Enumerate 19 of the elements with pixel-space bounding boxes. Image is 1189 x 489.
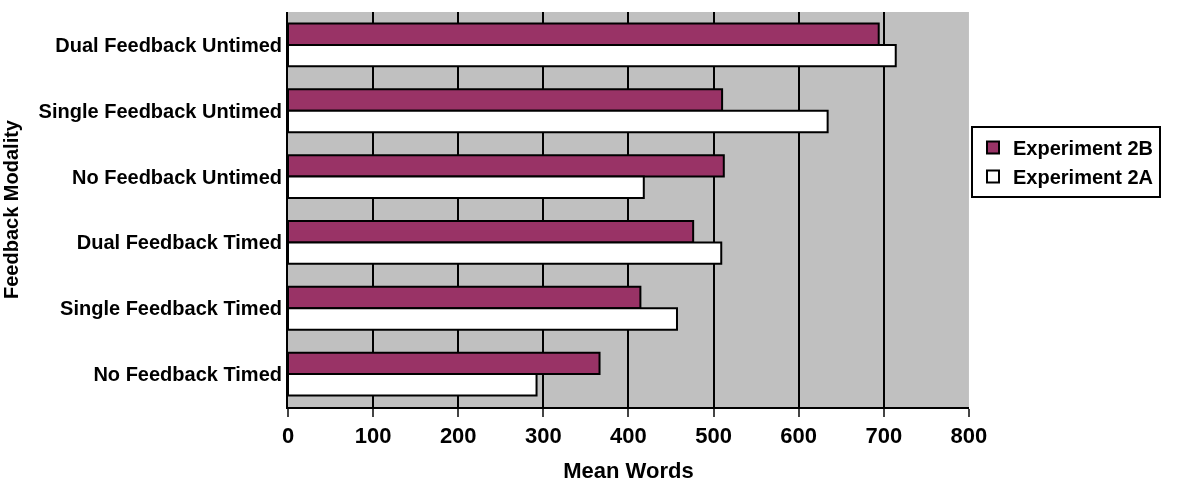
y-tick-label: Single Feedback Untimed xyxy=(38,99,282,122)
x-tick-label: 500 xyxy=(695,423,732,449)
x-axis-title: Mean Words xyxy=(563,457,694,483)
x-tick-label: 800 xyxy=(950,423,988,449)
x-tick-label: 300 xyxy=(524,423,562,449)
x-tick-label: 400 xyxy=(610,423,647,449)
legend-label: Experiment 2B xyxy=(1013,137,1154,160)
y-axis-title: Feedback Modality xyxy=(0,119,22,299)
x-tick-label: 0 xyxy=(281,423,295,449)
x-tick-label: 600 xyxy=(780,423,818,449)
y-tick-label: No Feedback Timed xyxy=(93,363,282,386)
y-tick-label: Dual Feedback Untimed xyxy=(55,33,282,56)
legend-label: Experiment 2A xyxy=(1013,166,1154,189)
y-tick-label: No Feedback Untimed xyxy=(71,165,282,188)
x-tick-label: 200 xyxy=(439,423,477,449)
x-tick-label: 700 xyxy=(865,423,903,449)
y-tick-label: Dual Feedback Timed xyxy=(76,231,282,254)
y-tick-label: Single Feedback Timed xyxy=(60,297,282,320)
x-tick-label: 100 xyxy=(354,423,392,449)
